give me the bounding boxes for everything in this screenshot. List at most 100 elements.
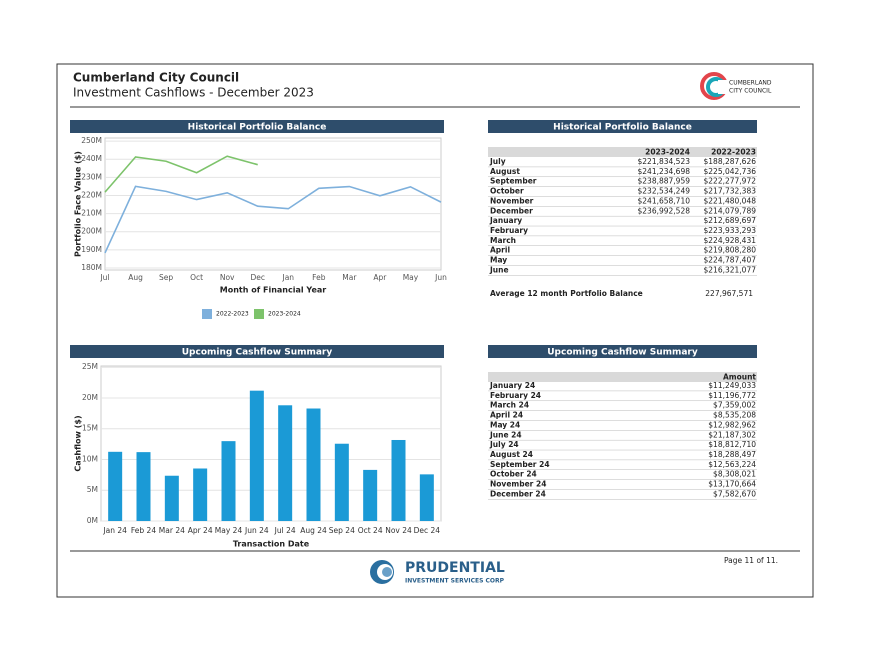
plot-area [100,365,442,522]
x-tick-label: Jan [281,273,294,282]
row-label: September 24 [490,460,550,469]
row-label: December [490,206,533,215]
row-label: October 24 [490,470,537,479]
bar [334,443,349,521]
bar [108,451,123,521]
section-title: Historical Portfolio Balance [553,123,692,133]
row-label: February [490,226,528,235]
bar [363,469,378,521]
bar [306,408,321,521]
row-label: July 24 [489,440,519,449]
legend-swatch [202,309,212,319]
table-cell: $11,249,033 [708,381,756,390]
table-cell: $241,234,698 [638,167,691,176]
table-cell: $225,042,736 [704,167,757,176]
row-label: September [490,177,537,186]
row-label: November [490,196,534,205]
y-tick-label: 10M [82,454,98,463]
page-number: Page 11 of 11. [724,556,778,565]
title-bar [70,120,444,133]
report-title: Cumberland City Council [73,71,239,85]
row-label: August 24 [490,450,533,459]
table-cell: $219,808,280 [704,246,757,255]
y-axis-label: Portfolio Face Value ($) [74,151,83,257]
row-label: January 24 [489,381,535,390]
x-tick-label: Jun 24 [244,526,269,535]
y-tick-label: 200M [81,227,102,236]
x-tick-label: Sep [159,273,173,282]
x-axis-label: Month of Financial Year [220,286,327,295]
bar [164,475,179,521]
x-tick-label: Feb [312,273,326,282]
summary-value: 227,967,571 [705,289,753,298]
table-header [488,372,757,382]
x-tick-label: Sep 24 [329,526,355,535]
table-cell: $188,287,626 [704,157,757,166]
column-header: Amount [723,373,756,382]
x-tick-label: Jun [434,273,447,282]
section-title: Upcoming Cashflow Summary [182,348,333,358]
table-header [488,147,757,157]
x-tick-label: Aug 24 [300,526,327,535]
series-line [104,185,442,254]
y-tick-label: 240M [81,154,102,163]
y-tick-label: 210M [81,209,102,218]
table-cell: $8,535,208 [713,411,756,420]
table-cell: $7,582,670 [713,489,756,498]
table-cell: $224,787,407 [704,256,757,265]
row-label: April 24 [490,411,523,420]
council-logo: CUMBERLAND CITY COUNCIL [700,72,772,100]
table-cell: $221,480,048 [704,196,757,205]
section-title: Historical Portfolio Balance [188,123,327,133]
y-tick-label: 230M [81,172,102,181]
legend-swatch [254,309,264,319]
row-label: December 24 [490,489,546,498]
y-tick-label: 190M [81,245,102,254]
table-cell: $7,359,002 [713,401,756,410]
series-line [104,155,258,193]
x-tick-label: Jul [99,273,109,282]
y-tick-label: 250M [81,136,102,145]
y-tick-label: 0M [87,516,98,525]
x-tick-label: Oct [190,273,203,282]
row-label: February 24 [490,391,541,400]
table-cell: $223,933,293 [704,226,757,235]
y-tick-label: 180M [81,263,102,272]
report-subtitle: Investment Cashflows - December 2023 [73,86,314,100]
x-tick-label: Apr 24 [188,526,213,535]
y-axis-label: Cashflow ($) [74,415,83,471]
row-label: March 24 [490,401,529,410]
table-cell: $217,732,383 [704,187,757,196]
section-title: Upcoming Cashflow Summary [547,348,698,358]
logo-circle [382,567,392,577]
row-label: March [490,236,516,245]
y-tick-label: 20M [82,393,98,402]
logo-text: CITY COUNCIL [729,88,772,95]
x-tick-label: Oct 24 [358,526,383,535]
bar [249,390,264,521]
row-label: January [489,216,522,225]
y-tick-label: 15M [82,424,98,433]
x-tick-label: Feb 24 [131,526,156,535]
x-tick-label: Mar [342,273,357,282]
bar [136,452,151,521]
x-tick-label: Nov 24 [385,526,412,535]
legend-label: 2023-2024 [268,311,301,318]
x-tick-label: Nov [220,273,235,282]
table-cell: $8,308,021 [713,470,756,479]
column-header: 2023-2024 [645,148,690,157]
row-label: August [490,167,520,176]
y-tick-label: 5M [87,485,98,494]
bar [419,474,434,521]
row-label: June [489,265,509,274]
x-tick-label: Dec [250,273,265,282]
plot-area [104,137,442,271]
title-bar [488,120,757,133]
legend-label: 2022-2023 [216,311,249,318]
y-tick-label: 220M [81,190,102,199]
table-cell: $224,928,431 [704,236,757,245]
table-cell: $18,288,497 [708,450,756,459]
x-tick-label: Jul 24 [274,526,296,535]
table-cell: $12,982,962 [708,420,756,429]
